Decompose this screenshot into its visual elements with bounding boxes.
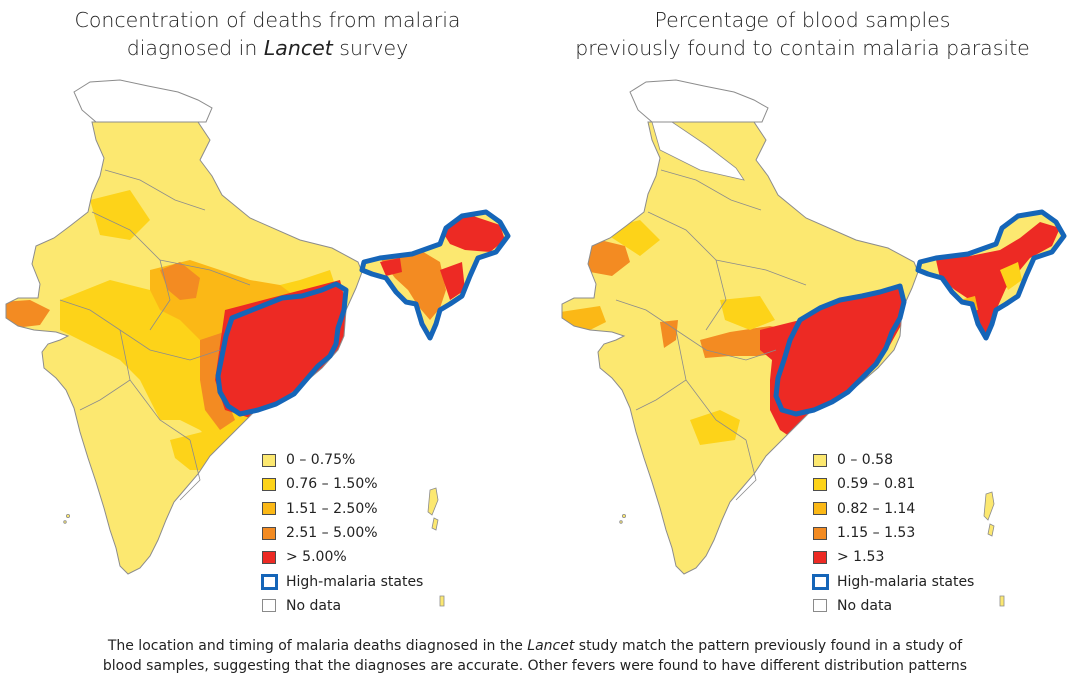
right-region-bin2-a (720, 296, 775, 330)
left-region-ne-bin5-c (380, 258, 402, 276)
legend-swatch (262, 550, 276, 564)
right-legend-no-data: No data (813, 594, 974, 618)
no-data-kashmir (73, 79, 213, 123)
left-region-north-bin2 (90, 190, 150, 240)
left-map-title: Concentration of deaths from malaria dia… (74, 8, 461, 60)
right-legend-item: 0 – 0.58 (813, 448, 974, 472)
right-title-line1: Percentage of blood samples (654, 8, 951, 32)
right-legend-item: 0.59 – 0.81 (813, 472, 974, 496)
legend-swatch (813, 502, 827, 516)
right-map-panel: Percentage of blood samples previously f… (535, 0, 1070, 625)
left-legend: 0 – 0.75% 0.76 – 1.50% 1.51 – 2.50% 2.51… (261, 448, 423, 618)
legend-swatch (262, 453, 276, 467)
right-borders (561, 121, 1065, 575)
right-region-bin4-a (660, 320, 678, 348)
right-legend-item: 0.82 – 1.14 (813, 497, 974, 521)
legend-swatch (813, 453, 827, 467)
right-no-data-himachal (651, 121, 745, 181)
left-title-line1: Concentration of deaths from malaria (74, 8, 461, 32)
left-region-bin4-a (160, 262, 200, 300)
left-islands (63, 487, 445, 607)
legend-swatch (813, 526, 827, 540)
legend-swatch (262, 477, 276, 491)
legend-swatch (813, 477, 827, 491)
left-region-ne-bin5-b (440, 262, 465, 300)
right-region-ne-bin2 (1000, 262, 1022, 290)
right-region-south-bin2 (690, 410, 740, 445)
right-legend-high-malaria: High-malaria states (812, 569, 974, 593)
left-borders (5, 121, 509, 575)
caption-line2: blood samples, suggesting that the diagn… (102, 658, 968, 674)
right-legend-item: > 1.53 (813, 545, 974, 569)
left-legend-item: > 5.00% (262, 545, 423, 569)
no-data-swatch (262, 599, 276, 613)
figure-caption: The location and timing of malaria death… (0, 636, 1070, 676)
left-map-panel: Concentration of deaths from malaria dia… (0, 0, 535, 625)
left-region-ne-bin5-a (440, 215, 505, 252)
right-legend: 0 – 0.58 0.59 – 0.81 0.82 – 1.14 1.15 – … (812, 448, 974, 618)
legend-swatch (813, 550, 827, 564)
legend-swatch (262, 502, 276, 516)
left-legend-high-malaria: High-malaria states (261, 569, 423, 593)
right-india-map (561, 79, 1070, 607)
left-legend-no-data: No data (262, 594, 423, 618)
left-legend-item: 1.51 – 2.50% (262, 497, 423, 521)
right-region-ne-bin5 (936, 222, 1060, 338)
high-malaria-swatch (261, 573, 278, 590)
left-india-map (5, 79, 535, 607)
right-title-line2: previously found to contain malaria para… (575, 36, 1030, 60)
left-region-gujarat-bin4 (6, 300, 50, 328)
no-data-swatch (813, 599, 827, 613)
high-malaria-swatch (812, 573, 829, 590)
right-map-title: Percentage of blood samples previously f… (535, 6, 1070, 62)
right-islands (619, 491, 1005, 607)
left-legend-item: 0.76 – 1.50% (262, 472, 423, 496)
legend-swatch (262, 526, 276, 540)
left-legend-item: 2.51 – 5.00% (262, 521, 423, 545)
right-legend-item: 1.15 – 1.53 (813, 521, 974, 545)
left-legend-item: 0 – 0.75% (262, 448, 423, 472)
